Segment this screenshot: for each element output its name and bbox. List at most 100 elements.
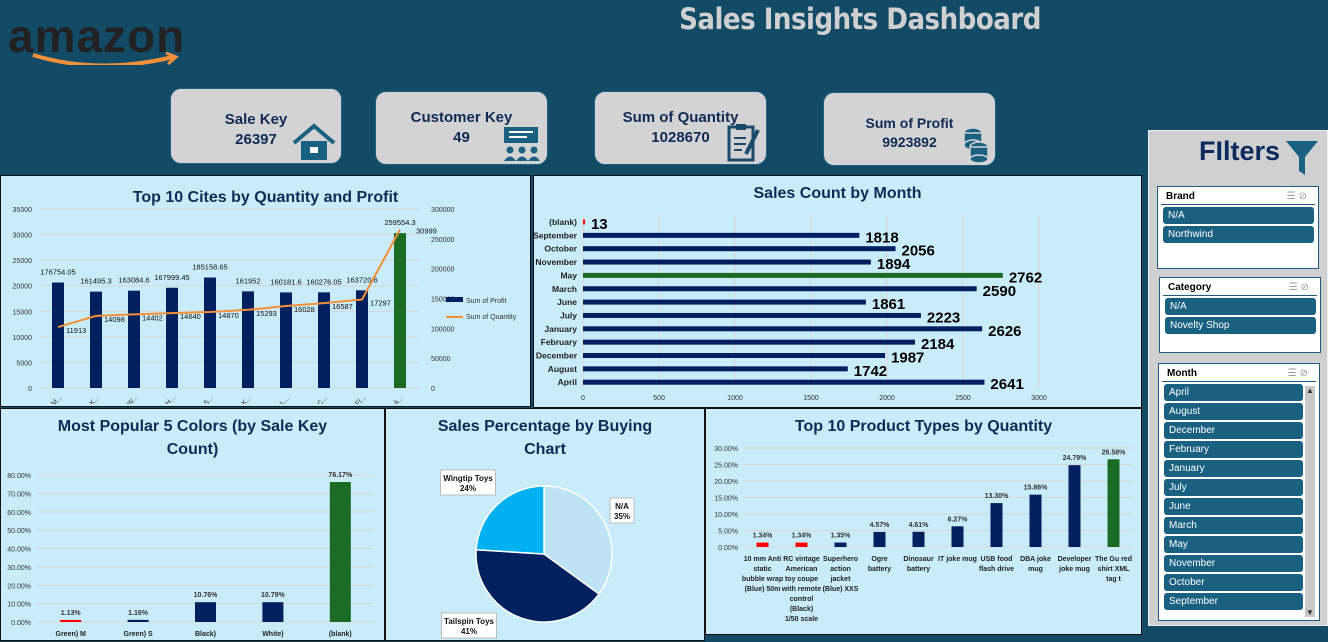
- bar: [873, 531, 886, 547]
- x-tick: 2500: [955, 395, 971, 402]
- bar-label: 26.58%: [1102, 449, 1127, 456]
- slicer-item[interactable]: July: [1164, 479, 1303, 496]
- bar: [583, 219, 585, 225]
- bar-label: 2056: [902, 243, 935, 260]
- x-tick: K...: [89, 395, 101, 404]
- bar-label: 4.61%: [909, 522, 930, 529]
- slicer-item[interactable]: N/A: [1163, 207, 1314, 224]
- y-tick: 20.00%: [714, 479, 738, 486]
- pie-label-box: [609, 497, 635, 524]
- svg-text:amazon: amazon: [8, 15, 185, 62]
- slicer-item[interactable]: May: [1164, 536, 1303, 553]
- y-tick: 10.00%: [7, 602, 31, 609]
- bar: [127, 619, 149, 622]
- x-tick: Superhero action jacket (Blue) XXS: [823, 556, 859, 593]
- bar-label: 13: [591, 216, 608, 233]
- y-tick-right: 200000: [431, 267, 454, 274]
- x-tick: H...: [165, 395, 178, 404]
- y-tick: November: [535, 257, 577, 267]
- bar: [329, 482, 351, 622]
- y-tick: 0.00%: [11, 620, 31, 627]
- bar: [280, 292, 292, 388]
- bar-label: 161952: [235, 276, 260, 285]
- slicer-item[interactable]: November: [1164, 555, 1303, 572]
- bar: [90, 291, 102, 388]
- y-tick: 50.00%: [7, 528, 31, 535]
- slicer-item[interactable]: October: [1164, 574, 1303, 591]
- x-tick: DBA joke mug: [1020, 556, 1051, 573]
- multi-select-icon[interactable]: ☰: [1287, 368, 1300, 379]
- slicer-item[interactable]: September: [1164, 593, 1303, 610]
- y-tick: 70.00%: [7, 491, 31, 498]
- bar-label: 2590: [983, 283, 1016, 300]
- y-tick-left: 30000: [13, 233, 33, 240]
- y-tick: 40.00%: [7, 547, 31, 554]
- bar-label: 1.34%: [792, 533, 813, 540]
- pie-label-name: N/A: [615, 502, 629, 511]
- slicer-label: Month: [1167, 368, 1197, 379]
- slicer-item[interactable]: Northwind: [1163, 226, 1314, 243]
- line-label: 16028: [294, 305, 315, 314]
- slicer-item[interactable]: March: [1164, 517, 1303, 534]
- y-tick-left: 0: [28, 386, 32, 393]
- x-tick: 500: [653, 395, 665, 402]
- bar-label: 4.57%: [870, 522, 891, 529]
- slicer-item[interactable]: June: [1164, 498, 1303, 515]
- clear-filter-icon[interactable]: ⊘: [1300, 282, 1312, 293]
- kpi-label: Sale Key: [224, 111, 288, 128]
- slicer-item[interactable]: January: [1164, 460, 1303, 477]
- y-tick: 25.00%: [714, 463, 738, 470]
- pie-slice: [543, 485, 613, 596]
- multi-select-icon[interactable]: ☰: [1288, 282, 1301, 293]
- house-icon: [292, 123, 336, 160]
- y-tick: August: [548, 364, 577, 374]
- pie-label-name: Wingtip Toys: [443, 474, 493, 483]
- clear-filter-icon[interactable]: ⊘: [1299, 368, 1311, 379]
- y-tick: 60.00%: [7, 510, 31, 517]
- y-tick-right: 150000: [431, 297, 454, 304]
- clear-filter-icon[interactable]: ⊘: [1298, 191, 1310, 202]
- pie-slice: [475, 548, 601, 623]
- bar-label: 1.35%: [831, 533, 852, 540]
- pie-label-box: [440, 469, 496, 496]
- bar-label: 6.27%: [948, 516, 969, 523]
- line-label: 14870: [218, 311, 239, 320]
- bar: [583, 299, 866, 305]
- y-tick-left: 35000: [13, 207, 33, 214]
- scroll-down-icon[interactable]: ▼: [1306, 608, 1314, 617]
- multi-select-icon[interactable]: ☰: [1286, 191, 1299, 202]
- bar-label: 1.13%: [61, 610, 82, 617]
- pie-label-box: [441, 612, 497, 639]
- slicer-item[interactable]: Novelty Shop: [1165, 317, 1316, 334]
- x-tick: USB food flash drive: [979, 556, 1014, 573]
- kpi-value: 9923892: [882, 134, 937, 150]
- y-tick: (blank): [549, 217, 577, 227]
- bar: [52, 282, 64, 388]
- x-tick: Dinosaur battery: [903, 556, 934, 573]
- y-tick: December: [536, 351, 578, 361]
- scroll-up-icon[interactable]: ▲: [1306, 386, 1314, 395]
- coins-icon: [963, 127, 989, 163]
- bar-label: 161495.3: [80, 277, 111, 286]
- x-tick: L...: [279, 395, 291, 404]
- line-label: 17297: [370, 299, 391, 308]
- bar-label: 1861: [872, 296, 905, 313]
- slicer-item[interactable]: February: [1164, 441, 1303, 458]
- bar-label: 10.79%: [261, 592, 286, 599]
- x-tick: K...: [241, 395, 253, 404]
- x-tick: 0: [581, 395, 585, 402]
- slicer-item[interactable]: April: [1164, 384, 1303, 401]
- slicer-item[interactable]: August: [1164, 403, 1303, 420]
- bar-label: 259554.3: [384, 218, 415, 227]
- y-tick: 0.00%: [718, 545, 738, 552]
- bar: [951, 526, 964, 547]
- y-tick-right: 300000: [431, 207, 454, 214]
- slicer-item[interactable]: N/A: [1165, 298, 1316, 315]
- y-tick-left: 25000: [13, 258, 33, 265]
- kpi-label: Sum of Quantity: [622, 109, 739, 126]
- slicer-item[interactable]: December: [1164, 422, 1303, 439]
- slicer-category: Category ☰⊘ N/A Novelty Shop: [1159, 277, 1321, 353]
- scrollbar[interactable]: ▲ ▼: [1305, 386, 1315, 617]
- kpi-value: 1028670: [651, 129, 710, 146]
- y-tick-left: 10000: [13, 335, 33, 342]
